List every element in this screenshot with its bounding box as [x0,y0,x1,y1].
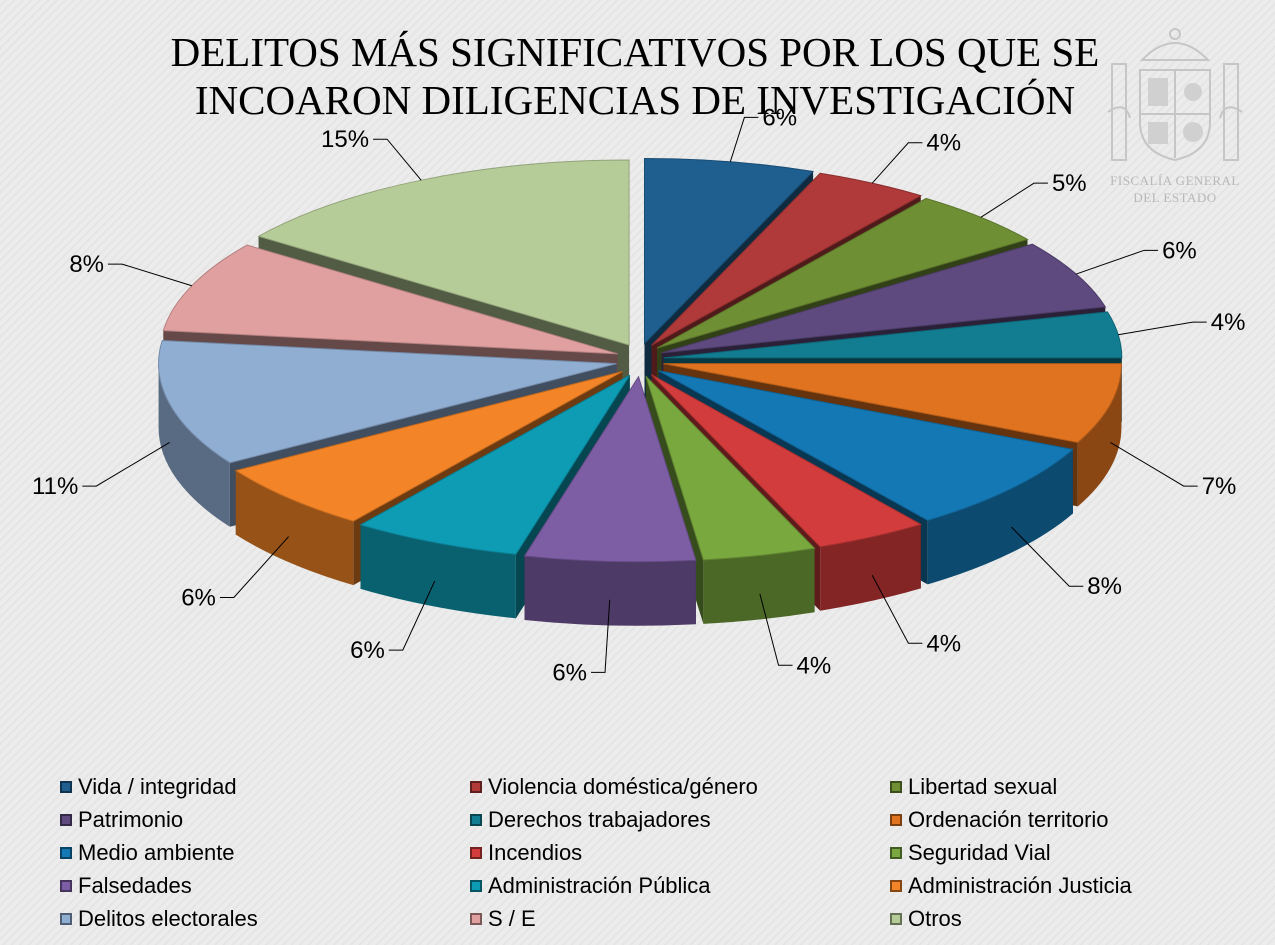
chart-legend: Vida / integridad Violencia doméstica/gé… [60,772,1250,934]
legend-swatch [60,781,72,793]
coat-of-arms-icon [1100,22,1250,212]
legend-label: Otros [908,906,962,931]
data-label: 8% [69,251,104,278]
legend-swatch [60,913,72,925]
data-label: 4% [926,130,961,157]
leader-line [1075,249,1159,275]
data-label: 4% [797,652,832,679]
data-label: 4% [926,630,961,657]
leader-line [591,599,611,673]
emblem-caption-line-1: FISCALÍA GENERAL [1110,173,1240,188]
data-label: 6% [1162,237,1197,264]
leader-line [1011,526,1084,587]
legend-swatch [470,814,482,826]
emblem-caption: FISCALÍA GENERAL DEL ESTADO [1092,172,1258,206]
leader-line [871,142,923,184]
data-label: 15% [321,126,369,153]
legend-swatch [470,880,482,892]
legend-swatch [60,814,72,826]
legend-item: Otros [890,904,1250,934]
legend-label: Derechos trabajadores [488,807,711,832]
leader-line [388,580,436,651]
legend-label: Administración Justicia [908,873,1132,898]
legend-label: Delitos electorales [78,906,258,931]
legend-item: Administración Justicia [890,871,1250,901]
legend-swatch [890,880,902,892]
legend-label: Libertad sexual [908,774,1058,799]
legend-item: Libertad sexual [890,772,1250,802]
legend-swatch [470,847,482,859]
leader-line [759,593,793,666]
legend-label: Administración Pública [488,873,711,898]
legend-swatch [470,913,482,925]
legend-label: S / E [488,906,536,931]
leader-line [219,536,290,598]
legend-label: Violencia doméstica/género [488,774,758,799]
leader-line [1118,321,1207,336]
legend-item: Vida / integridad [60,772,470,802]
legend-swatch [470,781,482,793]
data-label: 6% [552,659,587,686]
chart-title-line-2: INCOARON DILIGENCIAS DE INVESTIGACIÓN [194,77,1076,123]
leader-line [1110,441,1198,487]
chart-title-line-1: DELITOS MÁS SIGNIFICATIVOS POR LOS QUE S… [170,29,1100,75]
emblem-caption-line-2: DEL ESTADO [1133,190,1217,205]
data-label: 7% [1202,473,1237,500]
legend-label: Vida / integridad [78,774,237,799]
leader-line [108,263,192,287]
chart-title: DELITOS MÁS SIGNIFICATIVOS POR LOS QUE S… [130,28,1140,124]
data-label: 11% [32,473,78,500]
legend-item: Seguridad Vial [890,838,1250,868]
pie-slice [523,375,697,626]
legend-label: Seguridad Vial [908,840,1051,865]
leader-line [729,116,759,162]
legend-swatch [890,913,902,925]
legend-item: Patrimonio [60,805,470,835]
legend-item: Delitos electorales [60,904,470,934]
data-label: 4% [1211,309,1246,336]
leader-line [373,138,422,181]
legend-label: Patrimonio [78,807,184,832]
leader-line [980,182,1048,218]
leader-line [871,575,923,644]
legend-item: Medio ambiente [60,838,470,868]
legend-swatch [60,847,72,859]
legend-label: Medio ambiente [78,840,235,865]
legend-swatch [890,814,902,826]
data-label: 6% [350,637,385,664]
legend-item: Falsedades [60,871,470,901]
data-label: 8% [1087,573,1122,600]
data-label: 5% [1052,170,1087,197]
legend-item: Derechos trabajadores [470,805,890,835]
legend-item: Violencia doméstica/género [470,772,890,802]
legend-item: Administración Pública [470,871,890,901]
legend-item: S / E [470,904,890,934]
legend-label: Ordenación territorio [908,807,1109,832]
legend-swatch [60,880,72,892]
legend-label: Incendios [488,840,583,865]
legend-label: Falsedades [78,873,192,898]
legend-swatch [890,847,902,859]
data-label: 6% [762,104,797,131]
legend-item: Ordenación territorio [890,805,1250,835]
leader-line [82,441,170,487]
legend-swatch [890,781,902,793]
legend-item: Incendios [470,838,890,868]
data-label: 6% [181,584,216,611]
